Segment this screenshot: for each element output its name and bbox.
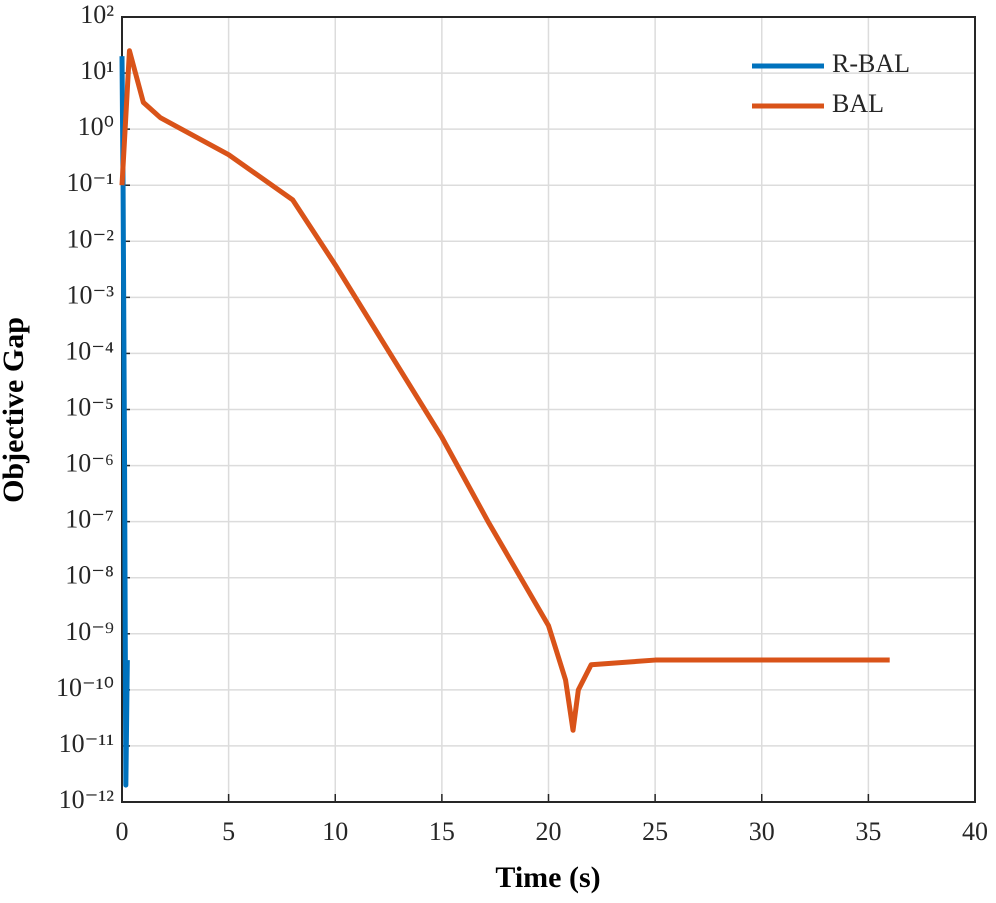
y-tick-label: 10⁻⁵ (65, 392, 114, 421)
x-tick-label: 40 (962, 817, 988, 846)
x-tick-label: 5 (222, 817, 235, 846)
y-tick-label: 10⁰ (78, 112, 114, 141)
x-tick-label: 25 (642, 817, 668, 846)
x-axis-title: Time (s) (495, 861, 600, 894)
x-tick-label: 15 (429, 817, 455, 846)
y-tick-label: 10⁻¹² (59, 785, 115, 814)
legend-label: R-BAL (832, 49, 910, 78)
y-tick-label: 10⁻² (66, 224, 114, 253)
y-tick-label: 10⁻¹ (66, 168, 114, 197)
legend-label: BAL (832, 89, 884, 118)
x-tick-label: 35 (855, 817, 881, 846)
y-tick-label: 10⁻⁹ (65, 617, 114, 646)
series-line (119, 48, 890, 733)
y-tick-label: 10⁻¹¹ (59, 729, 114, 758)
y-tick-label: 10⁻³ (66, 280, 114, 309)
y-axis-title: Objective Gap (0, 317, 30, 503)
y-tick-label: 10² (80, 0, 114, 29)
x-tick-label: 0 (116, 817, 129, 846)
y-tick-label: 10⁻¹⁰ (56, 673, 114, 702)
y-tick-label: 10⁻⁶ (65, 449, 114, 478)
x-tick-label: 30 (749, 817, 775, 846)
y-tick-label: 10⁻⁸ (65, 561, 114, 590)
y-tick-label: 10¹ (80, 56, 114, 85)
y-tick-label: 10⁻⁷ (65, 505, 114, 534)
x-tick-label: 20 (536, 817, 562, 846)
x-tick-label: 10 (322, 817, 348, 846)
y-tick-label: 10⁻⁴ (65, 336, 114, 365)
